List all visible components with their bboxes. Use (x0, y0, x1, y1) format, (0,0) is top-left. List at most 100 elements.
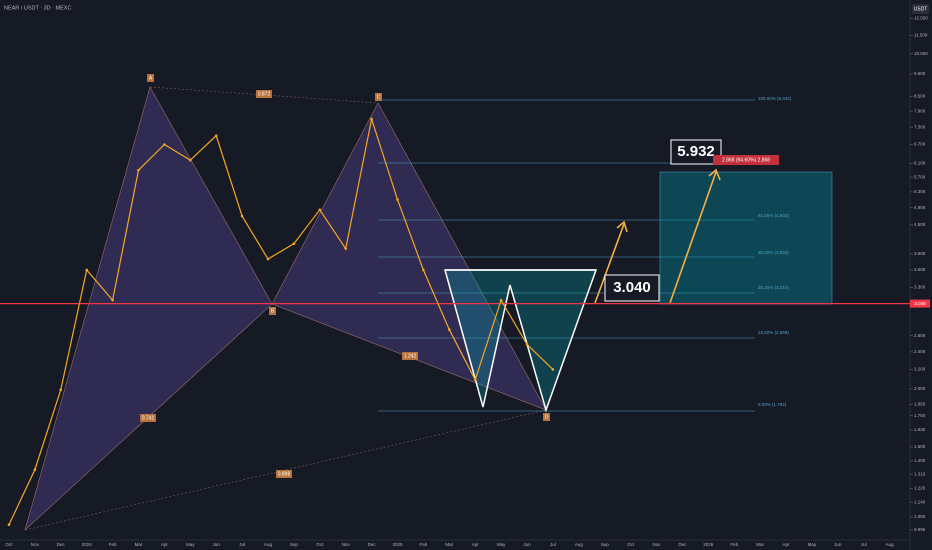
price-point (422, 268, 425, 272)
x-tick-label: Nov (652, 542, 661, 547)
arrows (594, 168, 721, 304)
x-tick-label: Oct (5, 542, 13, 547)
price-point (85, 268, 88, 272)
y-tick-label: 1.500 (914, 444, 926, 449)
x-tick-label: Sep (601, 542, 610, 547)
price-point (396, 198, 399, 201)
chart-title: NEAR / USDT · 3D · MEXC (4, 5, 71, 11)
y-tick-label: 1.220 (914, 486, 926, 491)
target-label: 5.932 (677, 143, 715, 160)
point-label: D (545, 414, 549, 420)
y-tick-label: 4.900 (914, 205, 926, 210)
point-label: B (271, 308, 275, 314)
price-label: 3.048 (914, 301, 926, 306)
x-tick-label: Dec (678, 542, 687, 547)
x-tick-label: Mar (756, 542, 764, 547)
y-tick-label: 1.750 (914, 413, 926, 418)
x-tick-label: Jul (861, 542, 867, 547)
pattern-bd (271, 303, 547, 411)
point-label: C (377, 94, 381, 100)
price-point (318, 208, 322, 212)
fib-label: 61.80% (4.603) (758, 213, 789, 218)
price-point (137, 168, 140, 172)
y-tick-label: 2.200 (914, 367, 926, 372)
y-tick-label: 1.310 (914, 471, 926, 476)
price-point (473, 378, 477, 382)
x-tick-label: Aug (264, 542, 273, 547)
y-tick-label: 7.900 (914, 108, 926, 113)
y-tick-label: 2.000 (914, 386, 926, 391)
y-tick-label: 5.300 (914, 189, 926, 194)
currency: USDT (914, 6, 928, 12)
y-tick-label: 1.140 (914, 499, 926, 504)
x-tick-label: May (186, 542, 195, 547)
x-tick-label: Jul (239, 542, 245, 547)
price-point (59, 388, 63, 392)
x-tick-label: Aug (575, 542, 584, 547)
x-tick-label: Feb (730, 542, 738, 547)
x-tick-label: 2025 (392, 542, 403, 547)
x-tick-label: Nov (31, 542, 40, 547)
ratio-label: 0.872 (258, 91, 271, 97)
x-tick-label: 2024 (82, 542, 93, 547)
y-tick-label: 2.600 (914, 333, 926, 338)
price-point (292, 242, 296, 245)
fib-lines (378, 99, 755, 412)
x-tick-label: 2026 (703, 542, 714, 547)
x-tick-label: Mar (135, 542, 143, 547)
x-tick-label: Mar (445, 542, 453, 547)
price-point (240, 214, 244, 218)
price-point (163, 143, 166, 146)
y-tick-label: 12.500 (914, 16, 928, 21)
price-point (551, 368, 555, 371)
price-point (189, 158, 192, 162)
price-line-series (8, 116, 554, 525)
x-tick-label: May (808, 542, 817, 547)
target-zone (659, 171, 833, 305)
x-tick-label: May (497, 542, 506, 547)
y-tick-label: 3.300 (914, 285, 926, 290)
y-tick-label: 6.700 (914, 142, 926, 147)
y-tick-label: 1.400 (914, 458, 926, 463)
annotations: A B C D 0.872 1.242 0.741 0.898 100.00% … (4, 4, 929, 478)
price-point (344, 247, 348, 250)
y-tick-label: 1.850 (914, 402, 926, 407)
fib-label: 0.00% (1.792) (758, 402, 787, 407)
fib-label: 38.20% (3.210) (758, 285, 789, 290)
price-point (448, 328, 451, 331)
x-tick-label: Oct (627, 542, 635, 547)
y-tick-label: 0.995 (914, 527, 926, 532)
fib-label: 50.00% (3.846) (758, 250, 789, 255)
y-tick-label: 3.600 (914, 267, 926, 272)
y-tick-label: 6.100 (914, 161, 926, 166)
y-tick-label: 2.400 (914, 349, 926, 354)
price-point (214, 134, 218, 137)
y-tick-label: 8.500 (914, 94, 926, 99)
y-tick-label: 4.500 (914, 222, 926, 227)
target-info: 2.868 (94.60%) 2,868 (722, 157, 770, 163)
price-point (525, 343, 529, 346)
x-tick-label: Feb (420, 542, 428, 547)
x-tick-label: Jun (523, 542, 531, 547)
price-point (499, 298, 503, 302)
x-tick-label: Nov (342, 542, 351, 547)
ratio-label: 0.898 (278, 471, 291, 477)
x-tick-label: Apr (161, 542, 169, 547)
pattern-xd (24, 409, 547, 531)
y-tick-label: 1.630 (914, 427, 926, 432)
x-tick-label: Dec (368, 542, 377, 547)
price-point (111, 298, 114, 302)
point-label: A (149, 75, 153, 81)
price-point (266, 257, 270, 261)
x-tick-label: Jul (550, 542, 556, 547)
price-tag (910, 299, 930, 308)
price-point (7, 523, 11, 527)
x-tick-label: Apr (472, 542, 480, 547)
x-tick-label: Aug (886, 542, 895, 547)
fib-label: 100.00% (8.342) (758, 96, 792, 101)
y-tick-label: 11.500 (914, 33, 928, 38)
ratio-label: 0.741 (142, 415, 155, 421)
y-tick-label: 5.700 (914, 174, 926, 179)
fib-label: 23.60% (2.569) (758, 330, 789, 335)
